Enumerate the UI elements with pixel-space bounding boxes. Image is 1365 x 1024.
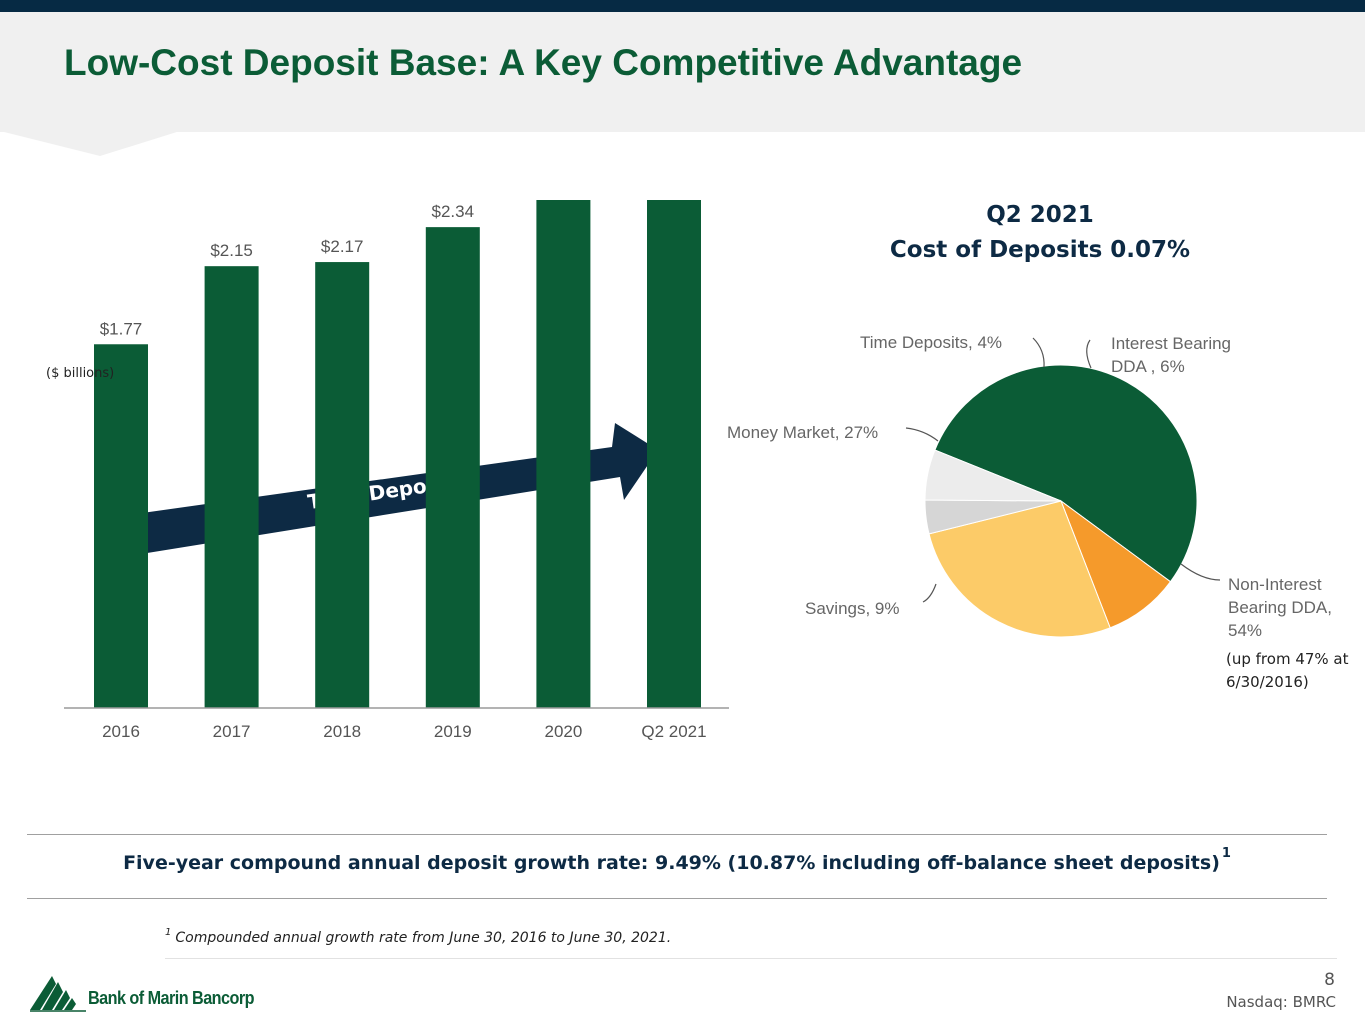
leader-line-money-market xyxy=(905,427,939,442)
x-tick-label: 2019 xyxy=(434,722,472,741)
deposits-bar-chart: Total Deposits $1.772016$2.152017$2.1720… xyxy=(64,200,729,741)
footnote: 1 Compounded annual growth rate from June… xyxy=(165,927,672,946)
pie-slice-interest-bearing-dda xyxy=(924,449,1062,502)
pie-slice-money-market xyxy=(928,500,1111,638)
bank-logo-text: Bank of Marin Bancorp xyxy=(88,988,255,1008)
leader-line-savings xyxy=(922,583,937,603)
pie-slice-non-interest-bearing-dda xyxy=(934,364,1198,583)
label-non-interest-bearing-dda: Non-Interest Bearing DDA, 54% xyxy=(1228,575,1332,640)
footnote-marker: 1 xyxy=(165,927,172,938)
footnote-text: Compounded annual growth rate from June … xyxy=(175,930,672,946)
x-tick-label: 2020 xyxy=(544,722,582,741)
total-deposits-arrow xyxy=(135,423,658,554)
top-band xyxy=(0,0,1365,12)
label-interest-bearing-dda: Interest Bearing DDA , 6% xyxy=(1111,334,1232,376)
title-notch xyxy=(0,131,180,156)
bar-value-label: $2.15 xyxy=(210,241,253,260)
label-savings: Savings, 9% xyxy=(805,599,900,618)
bar-value-label: $2.34 xyxy=(432,202,475,221)
x-tick-label: Q2 2021 xyxy=(641,722,706,741)
x-tick-label: 2017 xyxy=(213,722,251,741)
units-label: ($ billions) xyxy=(46,366,115,381)
growth-rate-text: Five-year compound annual deposit growth… xyxy=(123,852,1220,874)
bar-2018 xyxy=(315,262,370,708)
pie-title-line2: Cost of Deposits 0.07% xyxy=(889,237,1191,263)
slide-title: Low-Cost Deposit Base: A Key Competitive… xyxy=(64,42,1023,83)
bar-value-label: $2.17 xyxy=(321,237,364,256)
pie-title: Q2 2021 Cost of Deposits 0.07% xyxy=(880,198,1200,268)
label-money-market: Money Market, 27% xyxy=(727,423,879,442)
divider-bottom xyxy=(27,898,1327,899)
leader-line-non-interest xyxy=(1180,563,1221,581)
title-band xyxy=(0,12,1365,132)
leader-line-interest-bearing xyxy=(1086,339,1092,369)
bar-value-label: $1.77 xyxy=(100,319,143,338)
x-tick-label: 2016 xyxy=(102,722,140,741)
pie-title-line1: Q2 2021 xyxy=(986,202,1094,228)
growth-rate-statement: Five-year compound annual deposit growth… xyxy=(27,846,1327,874)
leader-line-time-deposits xyxy=(1032,337,1045,368)
x-tick-label: 2018 xyxy=(323,722,361,741)
pie-note: (up from 47% at 6/30/2016) xyxy=(1226,650,1349,691)
bar-q2-2021 xyxy=(647,200,701,708)
bar-2016 xyxy=(94,344,148,708)
bar-2017 xyxy=(204,266,259,708)
growth-rate-footnote-marker: 1 xyxy=(1221,846,1231,861)
bank-logo-icon xyxy=(30,976,86,1012)
divider-top xyxy=(27,834,1327,835)
bar-2019 xyxy=(425,227,480,708)
footer-rule xyxy=(165,958,1337,959)
ticker-symbol: Nasdaq: BMRC xyxy=(1226,993,1336,1011)
label-time-deposits: Time Deposits, 4% xyxy=(860,333,1003,352)
deposit-mix-pie-chart xyxy=(905,337,1221,638)
bar-2020 xyxy=(536,200,591,708)
page-number: 8 xyxy=(1324,970,1335,990)
